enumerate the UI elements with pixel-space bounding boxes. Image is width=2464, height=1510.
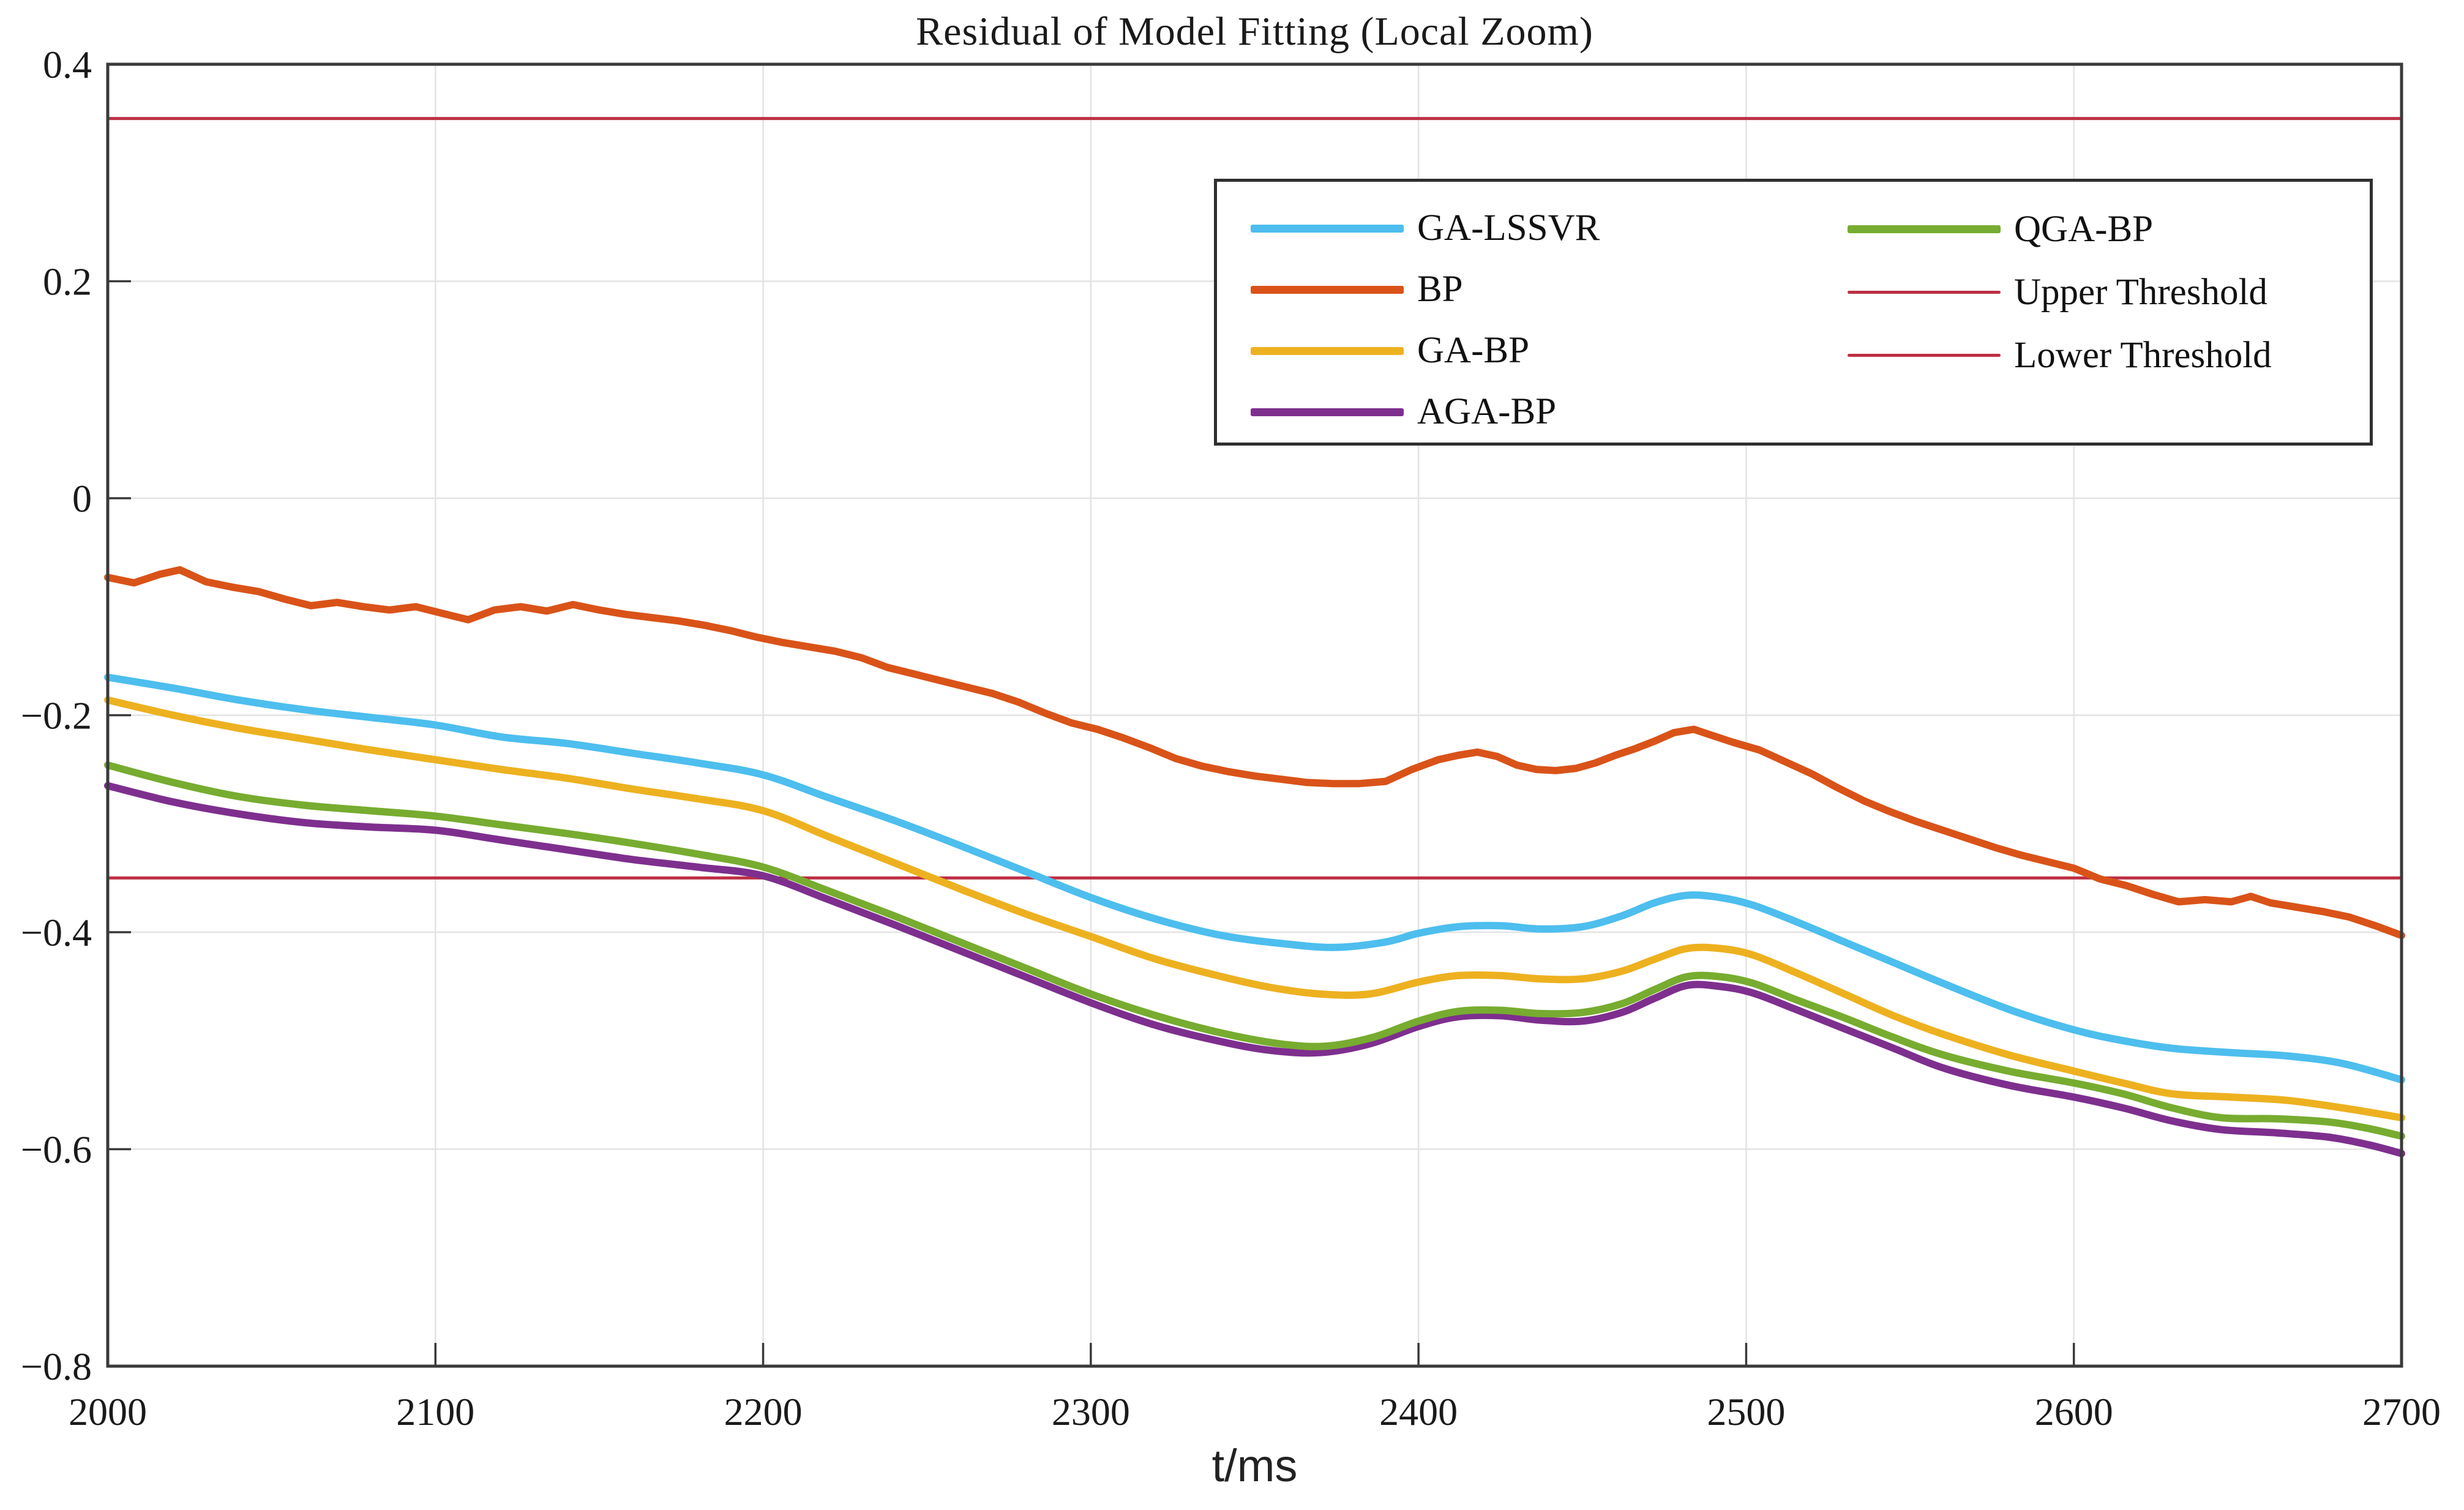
y-tick-label: 0	[72, 477, 92, 520]
legend-swatch-line	[1251, 285, 1404, 294]
x-tick-label: 2600	[2035, 1390, 2113, 1433]
legend-column-2: QGA-BP Upper Threshold Lower Threshold	[1841, 182, 2342, 443]
legend-label: Lower Threshold	[2014, 334, 2272, 376]
legend-label: GA-LSSVR	[1417, 207, 1600, 249]
legend-item-lower-threshold: Lower Threshold	[1848, 324, 2342, 387]
legend-item-upper-threshold: Upper Threshold	[1848, 261, 2342, 324]
legend-item-ga-bp: GA-BP	[1251, 320, 1841, 381]
legend-box: GA-LSSVR BP GA-BP AGA-BP QGA-BP Upper Thresho…	[1214, 179, 2373, 446]
x-axis-label: t/ms	[1211, 1440, 1298, 1491]
x-tick-label: 2200	[724, 1390, 803, 1433]
legend-swatch-line	[1848, 291, 2001, 294]
y-tick-label: −0.2	[21, 694, 92, 738]
y-tick-label: −0.6	[21, 1128, 92, 1172]
legend-label: Upper Threshold	[2014, 271, 2267, 313]
series-line-bp	[104, 566, 2405, 940]
legend-label: BP	[1417, 269, 1463, 310]
y-tick-label: 0.4	[43, 43, 92, 86]
legend-item-bp: BP	[1251, 259, 1841, 320]
x-tick-label: 2400	[1379, 1390, 1458, 1433]
legend-column-1: GA-LSSVR BP GA-BP AGA-BP	[1217, 182, 1841, 443]
legend-swatch-line	[1848, 225, 2001, 233]
legend-swatch-line	[1251, 346, 1404, 355]
legend-swatch-line	[1251, 408, 1404, 416]
x-tick-label: 2500	[1707, 1390, 1785, 1433]
legend-item-aga-bp: AGA-BP	[1251, 381, 1841, 443]
x-tick-label: 2100	[396, 1390, 474, 1433]
legend-label: AGA-BP	[1417, 391, 1557, 432]
series-line-qga-bp	[104, 761, 2405, 1140]
legend-swatch-line	[1251, 224, 1404, 233]
y-tick-label: −0.4	[21, 911, 92, 954]
x-tick-label: 2000	[69, 1390, 147, 1433]
x-tick-label: 2700	[2362, 1390, 2441, 1433]
legend-label: QGA-BP	[2014, 208, 2154, 250]
legend-swatch-line	[1848, 354, 2001, 357]
chart-title: Residual of Model Fitting (Local Zoom)	[916, 9, 1593, 54]
series-line-aga-bp	[104, 782, 2405, 1157]
series-line-ga-lssvr	[104, 673, 2405, 1084]
y-tick-label: 0.2	[43, 260, 92, 304]
x-tick-label: 2300	[1052, 1390, 1130, 1433]
legend-item-qga-bp: QGA-BP	[1848, 198, 2342, 261]
series-line-ga-bp	[104, 696, 2405, 1122]
legend-item-ga-lssvr: GA-LSSVR	[1251, 198, 1841, 259]
y-tick-label: −0.8	[21, 1345, 92, 1388]
legend-label: GA-BP	[1417, 330, 1530, 371]
